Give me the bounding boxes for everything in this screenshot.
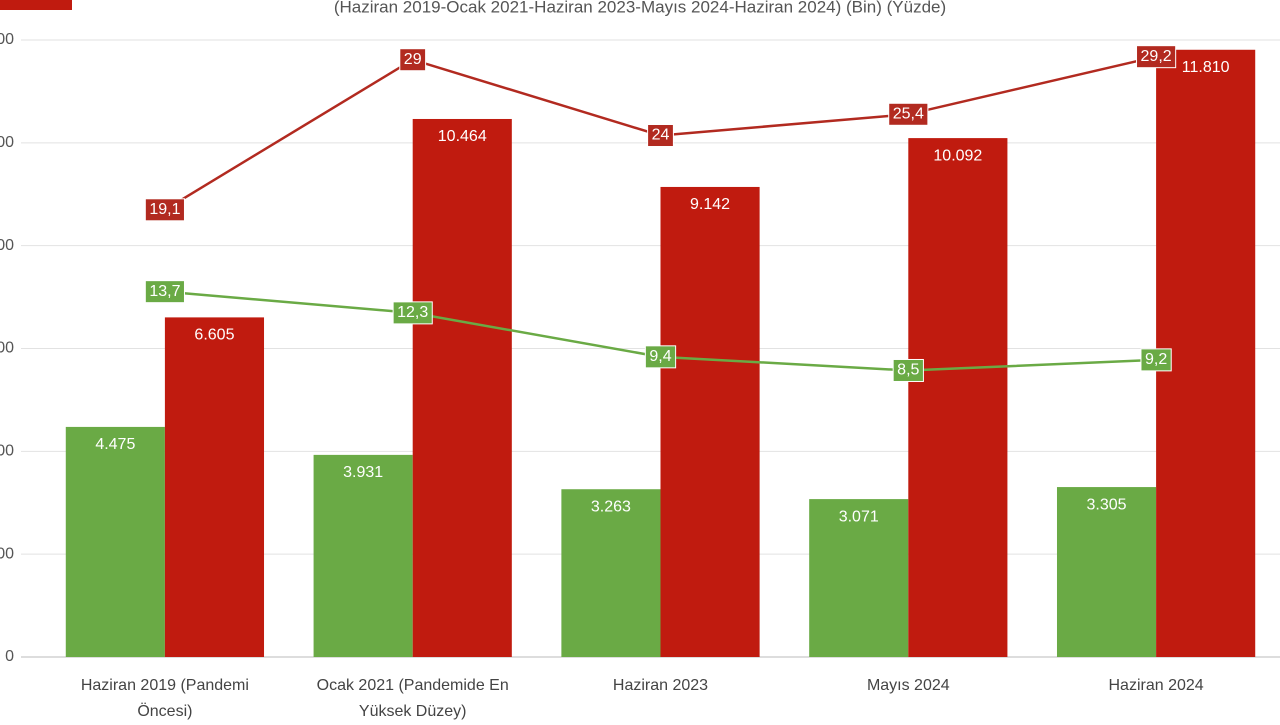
line-label-box xyxy=(1136,45,1177,69)
line-value-text: 12,3 xyxy=(397,304,428,321)
x-tick-label: Mayıs 2024 xyxy=(867,677,950,694)
bar xyxy=(65,426,165,657)
x-tick-label: Haziran 2023 xyxy=(613,677,708,694)
bar-value-label: 10.464 xyxy=(438,128,487,145)
line-label-box xyxy=(892,358,924,382)
logo xyxy=(0,0,72,10)
bar xyxy=(908,138,1008,657)
line-value-text: 29 xyxy=(404,51,422,68)
y-tick-label: 8.000 xyxy=(0,237,14,254)
line-label-box xyxy=(647,124,674,148)
line-label-box xyxy=(888,102,929,126)
bar-value-label: 10.092 xyxy=(933,147,982,164)
line-value-label: 25,4 xyxy=(888,102,929,126)
line-value-label: 9,2 xyxy=(1140,348,1172,372)
chart-title: (Haziran 2019-Ocak 2021-Haziran 2023-May… xyxy=(334,0,946,16)
line-label-box xyxy=(399,48,427,72)
line-value-text: 13,7 xyxy=(149,283,180,300)
line-label-box xyxy=(392,301,433,325)
line-value-label: 8,5 xyxy=(892,358,924,382)
line-label-box xyxy=(1140,348,1172,372)
y-tick-label: 2.000 xyxy=(0,545,14,562)
line-label-box xyxy=(144,198,185,222)
line-value-label: 24 xyxy=(647,124,674,148)
line-value-label: 13,7 xyxy=(144,280,185,304)
line-value-text: 24 xyxy=(652,127,670,144)
bar-value-label: 3.263 xyxy=(591,498,631,515)
y-tick-label: 0 xyxy=(5,648,14,665)
line-value-text: 25,4 xyxy=(893,106,924,123)
bar xyxy=(412,118,512,657)
y-tick-label: 12.000 xyxy=(0,31,14,48)
bar xyxy=(809,499,909,657)
x-tick-label: Haziran 2024 xyxy=(1109,677,1204,694)
bar xyxy=(164,317,265,657)
line-value-label: 29 xyxy=(399,48,427,72)
line-label-box xyxy=(644,345,677,369)
bar xyxy=(313,454,413,657)
bar-value-label: 6.605 xyxy=(194,327,234,344)
line-value-text: 8,5 xyxy=(897,362,919,379)
x-tick-label: Haziran 2019 (Pandemi Öncesi) xyxy=(81,677,249,720)
line-value-label: 12,3 xyxy=(392,301,433,325)
bar xyxy=(660,186,760,657)
line-value-text: 29,2 xyxy=(1141,48,1172,65)
bar-value-label: 3.071 xyxy=(839,508,879,525)
bar-value-label: 11.810 xyxy=(1182,59,1230,76)
line-value-text: 9,4 xyxy=(649,348,671,365)
y-tick-label: 4.000 xyxy=(0,443,14,460)
line-value-label: 29,2 xyxy=(1136,45,1177,69)
bar xyxy=(561,489,661,657)
x-tick-label: Ocak 2021 (Pandemide En Yüksek Düzey) xyxy=(317,677,509,720)
line-label-box xyxy=(144,280,185,304)
bar-value-label: 9.142 xyxy=(690,196,730,213)
y-tick-label: 10.000 xyxy=(0,134,14,151)
line-value-text: 9,2 xyxy=(1145,351,1167,368)
line-value-label: 19,1 xyxy=(144,198,185,222)
line-value-label: 9,4 xyxy=(644,345,677,369)
bar xyxy=(1156,49,1256,657)
bar xyxy=(1056,487,1157,657)
bar-value-label: 3.931 xyxy=(343,464,383,481)
bar-value-label: 3.305 xyxy=(1087,496,1127,513)
bar-value-label: 4.475 xyxy=(95,436,135,453)
line-value-text: 19,1 xyxy=(149,201,180,218)
y-tick-label: 6.000 xyxy=(0,340,14,357)
